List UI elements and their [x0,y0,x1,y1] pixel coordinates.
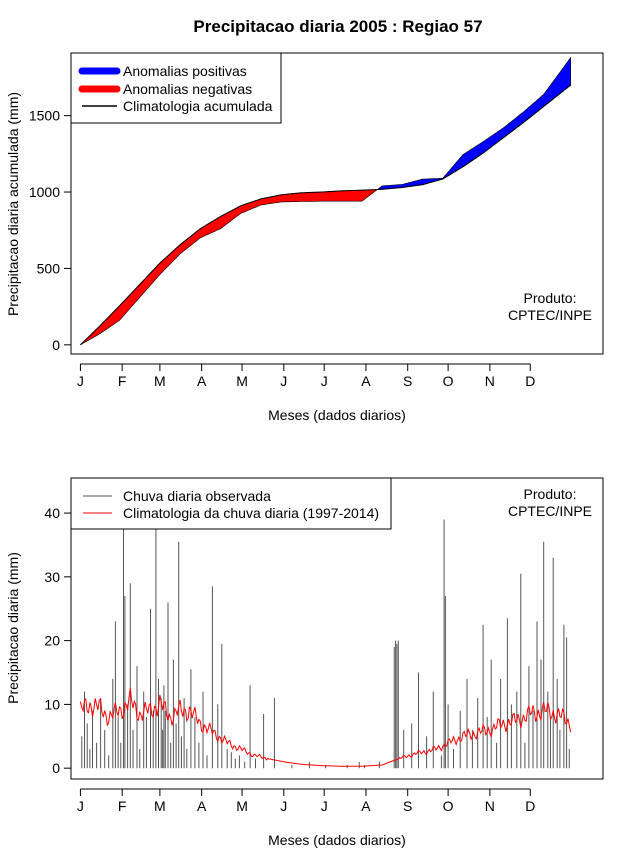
x-tick-label: N [485,373,495,389]
product-note-line2: CPTEC/INPE [508,307,592,323]
x-tick-label: S [403,373,412,389]
y-tick-label: 0 [52,337,60,353]
x-tick-label: F [118,798,127,814]
y-tick-label: 500 [37,260,61,276]
x-tick-label: J [280,373,287,389]
x-tick-label: J [321,798,328,814]
product-note-line1: Produto: [524,290,577,306]
positive-anomaly-area [377,56,571,190]
y-axis: 0 10 20 30 40 [44,505,71,776]
x-tick-label: M [154,373,166,389]
x-tick-label: J [321,373,328,389]
x-tick-label: A [361,798,371,814]
product-note-line1: Produto: [524,486,577,502]
y-tick-label: 1000 [29,184,60,200]
x-tick-label: M [236,373,248,389]
x-tick-label: A [361,373,371,389]
y-tick-label: 20 [44,633,60,649]
x-tick-label: M [236,798,248,814]
legend-box [70,477,392,530]
y-axis: 0 500 1000 1500 [29,108,71,353]
x-tick-label: J [77,798,84,814]
y-tick-label: 1500 [29,108,60,124]
y-tick-label: 30 [44,569,60,585]
x-tick-label: D [525,798,535,814]
y-tick-label: 10 [44,696,60,712]
product-note-line2: CPTEC/INPE [508,503,592,519]
x-tick-label: N [485,798,495,814]
x-tick-label: M [154,798,166,814]
y-tick-label: 0 [52,760,60,776]
x-tick-label: F [118,373,127,389]
daily-precipitation-chart: 0 10 20 30 40 J F M A M J J A S O N D Meses (dados diar… [5,477,604,848]
legend-label-observed: Chuva diaria observada [123,488,271,504]
cumulative-precipitation-chart: 0 500 1000 1500 J F M A M J J A S O N D Meses (dados d… [5,52,604,423]
x-tick-label: O [443,798,454,814]
legend-label-positive: Anomalias positivas [123,63,247,79]
x-tick-label: O [443,373,454,389]
x-tick-label: D [525,373,535,389]
legend-label-climatology: Climatologia acumulada [123,98,273,114]
y-tick-label: 40 [44,505,60,521]
climatology-cumulative-line [80,84,572,346]
x-tick-label: J [77,373,84,389]
chart-title: Precipitacao diaria 2005 : Regiao 57 [193,17,482,36]
y-axis-label: Precipitacao diaria acumulada (mm) [5,92,21,316]
legend-label-climatology: Climatologia da chuva diaria (1997-2014) [123,505,379,521]
x-tick-label: J [280,798,287,814]
x-tick-label: S [403,798,412,814]
x-axis-label: Meses (dados diarios) [268,407,406,423]
plot-frame [70,52,604,355]
x-axis-label: Meses (dados diarios) [268,832,406,848]
climatology-daily-line [79,688,572,767]
legend: Chuva diaria observada Climatologia da c… [70,477,392,530]
negative-anomaly-area [81,188,379,345]
x-tick-label: A [197,798,207,814]
observed-rain-bars [81,519,570,769]
legend: Anomalias positivas Anomalias negativas … [70,52,282,124]
y-axis-label: Precipitacao diaria (mm) [5,552,21,704]
legend-label-negative: Anomalias negativas [123,81,252,97]
x-tick-label: A [197,373,207,389]
